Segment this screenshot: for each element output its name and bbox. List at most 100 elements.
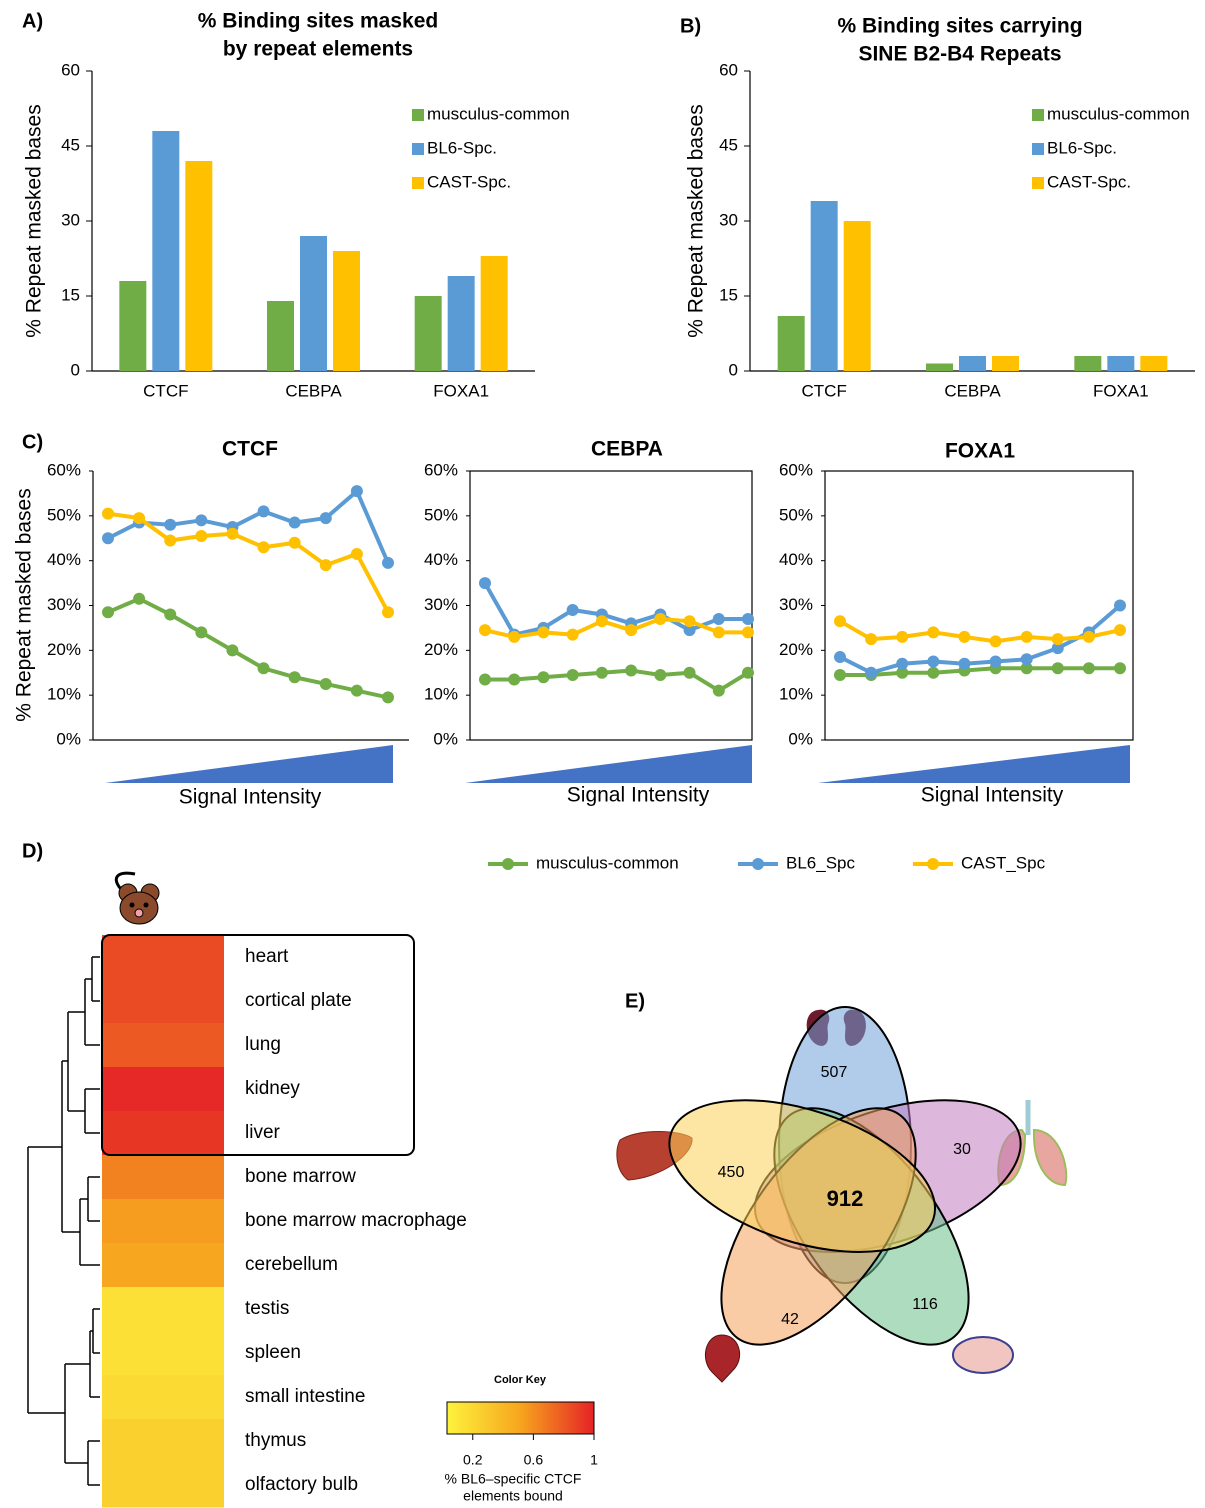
y-tick-label: 20% — [47, 640, 81, 659]
point — [133, 593, 145, 605]
row-label: bone marrow — [245, 1166, 356, 1187]
row-label: liver — [245, 1122, 281, 1143]
y-tick-label: 40% — [779, 550, 813, 569]
point — [834, 615, 846, 627]
legend-label: musculus-common — [1047, 104, 1190, 123]
y-tick-label: 15 — [61, 285, 80, 304]
y-tick-label: 0% — [56, 729, 81, 748]
point — [625, 624, 637, 636]
y-tick-label: 30% — [47, 595, 81, 614]
point — [834, 651, 846, 663]
bar — [300, 236, 327, 371]
row-label: testis — [245, 1298, 289, 1319]
colorbar-label: % BL6–specific CTCF — [445, 1471, 582, 1487]
y-axis-label: % Repeat masked bases — [685, 104, 708, 337]
heat-cell — [102, 1067, 224, 1112]
point — [258, 541, 270, 553]
intensity-wedge — [105, 745, 393, 783]
point — [713, 626, 725, 638]
y-tick-label: 10% — [779, 685, 813, 704]
point — [479, 624, 491, 636]
y-tick-label: 30 — [719, 210, 738, 229]
point — [865, 667, 877, 679]
point — [990, 635, 1002, 647]
x-tick-label: CEBPA — [944, 381, 1001, 400]
x-tick-label: CTCF — [143, 381, 188, 400]
point — [654, 613, 666, 625]
bar — [152, 131, 179, 371]
legend-swatch — [412, 177, 424, 189]
y-tick-label: 60 — [61, 60, 80, 79]
series-line — [108, 514, 388, 613]
x-tick-label: FOXA1 — [433, 381, 489, 400]
point — [684, 667, 696, 679]
point — [896, 631, 908, 643]
point — [226, 644, 238, 656]
point — [1052, 633, 1064, 645]
point — [567, 669, 579, 681]
bar — [448, 276, 475, 371]
legend-label: BL6-Spc. — [1047, 138, 1117, 157]
panel-label: E) — [625, 990, 645, 1012]
bar — [119, 281, 146, 371]
intensity-wedge — [818, 745, 1130, 783]
bar — [415, 296, 442, 371]
y-tick-label: 60% — [779, 460, 813, 479]
point — [567, 629, 579, 641]
point — [927, 626, 939, 638]
heat-cell — [102, 1463, 224, 1508]
point — [382, 557, 394, 569]
x-tick-label: FOXA1 — [1093, 381, 1149, 400]
intensity-wedge — [465, 745, 752, 783]
bar — [926, 364, 953, 372]
y-tick-label: 10% — [424, 685, 458, 704]
point — [567, 604, 579, 616]
plot-frame — [470, 471, 752, 740]
heat-cell — [102, 935, 224, 980]
x-axis-label: Signal Intensity — [921, 784, 1064, 807]
y-tick-label: 10% — [47, 685, 81, 704]
legend-swatch — [412, 109, 424, 121]
legend-swatch — [1032, 143, 1044, 155]
point — [742, 626, 754, 638]
heat-cell — [102, 1243, 224, 1288]
point — [537, 626, 549, 638]
chart-title: SINE B2-B4 Repeats — [858, 43, 1061, 66]
y-tick-label: 20% — [424, 640, 458, 659]
x-tick-label: CEBPA — [285, 381, 342, 400]
point — [479, 673, 491, 685]
venn-count: 450 — [718, 1164, 745, 1181]
point — [508, 673, 520, 685]
chart-title: FOXA1 — [945, 440, 1015, 463]
point — [1114, 624, 1126, 636]
y-tick-label: 0% — [433, 729, 458, 748]
point — [958, 658, 970, 670]
point — [320, 512, 332, 524]
point — [289, 517, 301, 529]
point — [927, 656, 939, 668]
legend-swatch — [412, 143, 424, 155]
bar — [992, 356, 1019, 371]
row-label: heart — [245, 946, 289, 967]
y-tick-label: 45 — [61, 135, 80, 154]
heat-cell — [102, 1375, 224, 1420]
y-tick-label: 50% — [424, 505, 458, 524]
y-tick-label: 45 — [719, 135, 738, 154]
row-label: olfactory bulb — [245, 1474, 358, 1495]
bar — [959, 356, 986, 371]
row-label: spleen — [245, 1342, 301, 1363]
point — [896, 658, 908, 670]
colorbar-tick-label: 1 — [590, 1452, 598, 1468]
bar — [185, 161, 212, 371]
point — [102, 508, 114, 520]
point — [927, 667, 939, 679]
heat-cell — [102, 979, 224, 1024]
heat-cell — [102, 1111, 224, 1156]
point — [713, 685, 725, 697]
point — [1083, 631, 1095, 643]
colorbar-tick-label: 0.6 — [524, 1452, 544, 1468]
point — [320, 678, 332, 690]
chart-title: CTCF — [222, 438, 278, 461]
y-tick-label: 40% — [424, 550, 458, 569]
colorbar-title: Color Key — [494, 1374, 547, 1386]
